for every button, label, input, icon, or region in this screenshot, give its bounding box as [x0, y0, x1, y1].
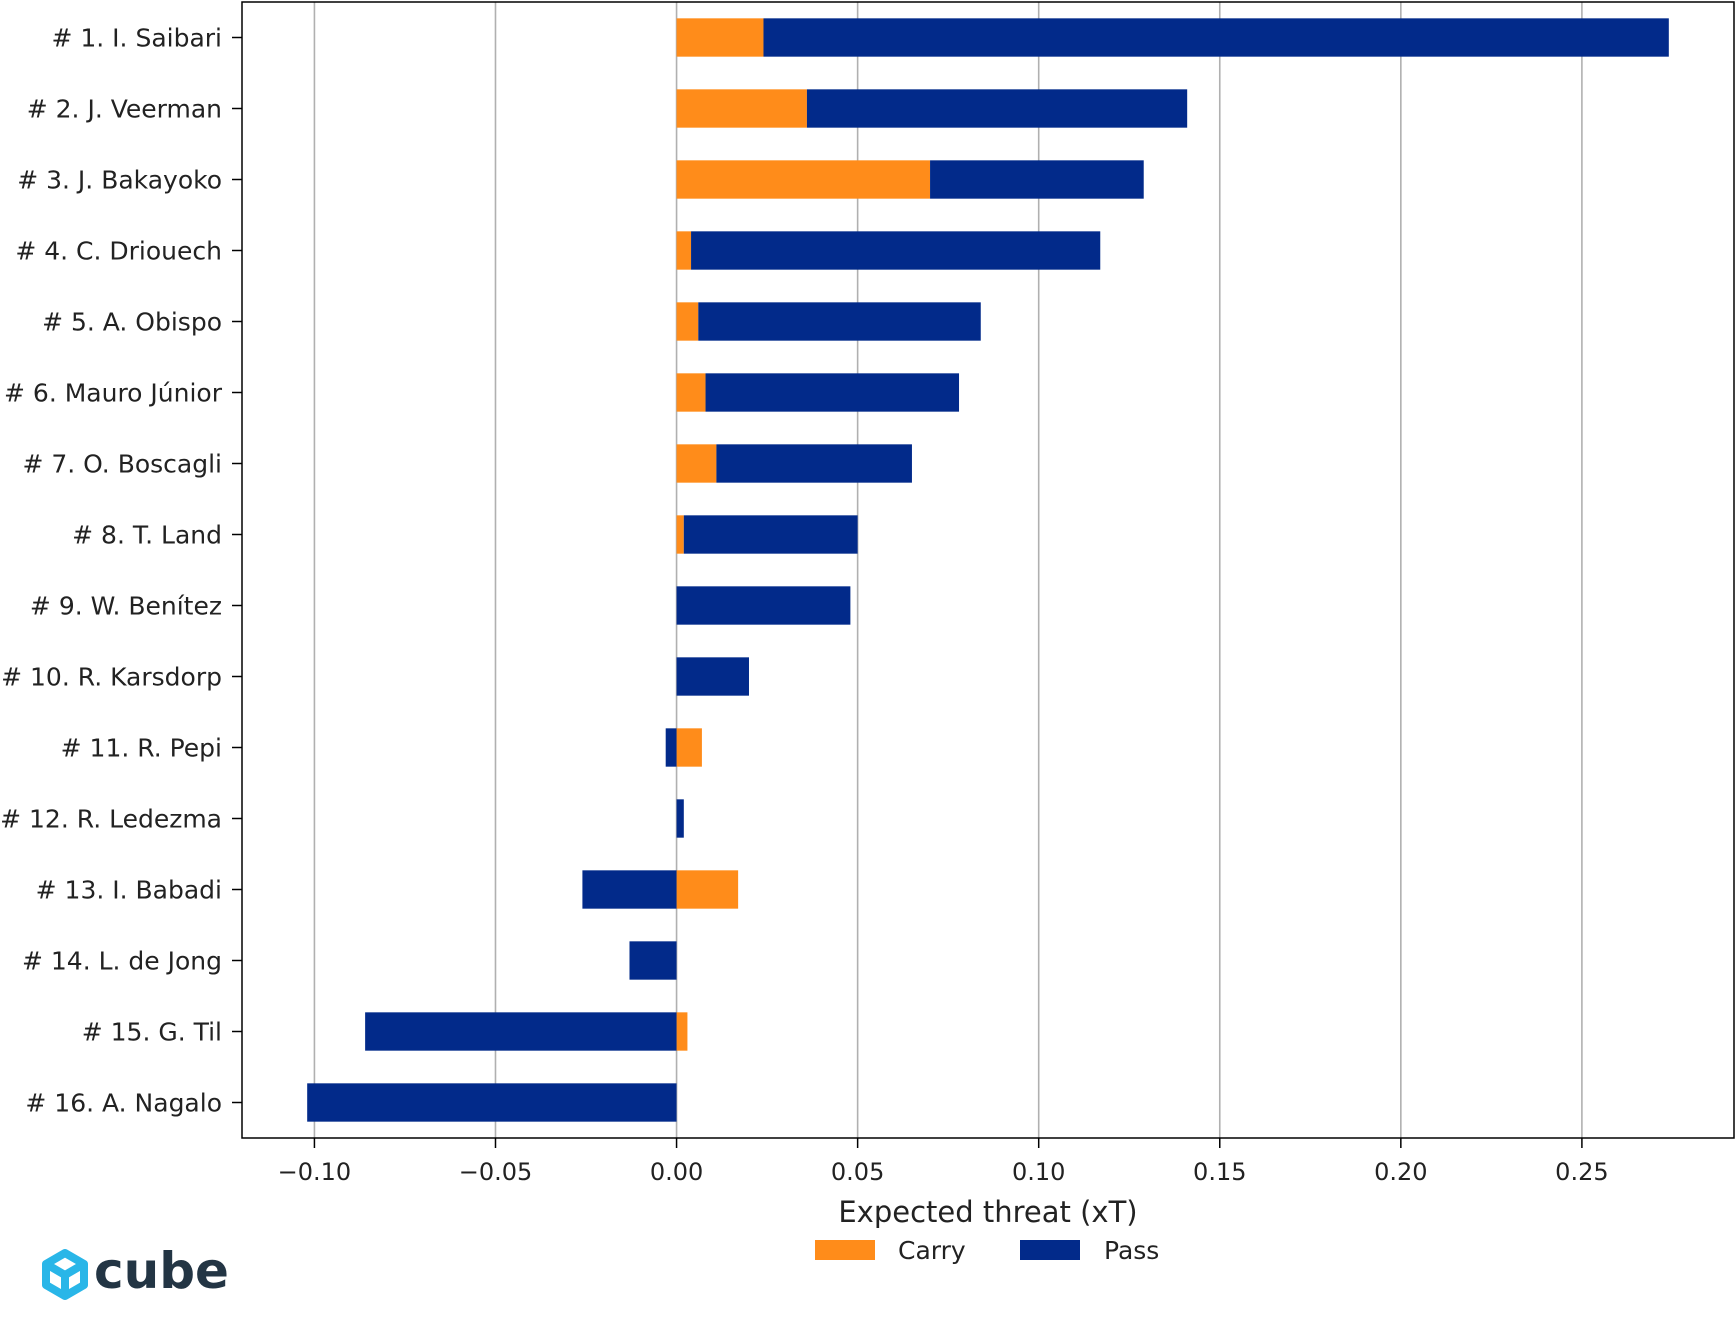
bar-pass-10 [676, 657, 749, 696]
y-tick-label-8: # 8. T. Land [72, 521, 222, 550]
cube-logo-icon [42, 1249, 88, 1300]
bar-pass-9 [676, 586, 851, 625]
x-tick-label-7: 0.25 [1555, 1158, 1608, 1186]
y-tick-label-14: # 14. L. de Jong [22, 947, 222, 976]
bar-carry-6 [676, 373, 706, 412]
bar-carry-4 [676, 231, 692, 270]
y-tick-label-6: # 6. Mauro Júnior [4, 379, 223, 408]
y-tick-label-1: # 1. I. Saibari [51, 24, 222, 53]
bar-pass-3 [930, 160, 1144, 199]
bar-pass-16 [307, 1083, 677, 1122]
bar-pass-6 [705, 373, 960, 412]
bar-carry-5 [676, 302, 699, 341]
y-tick-label-12: # 12. R. Ledezma [0, 805, 222, 834]
bar-carry-2 [676, 89, 807, 128]
bar-pass-11 [665, 728, 677, 767]
x-tick-label-0: −0.10 [278, 1158, 352, 1186]
bar-pass-4 [691, 231, 1101, 270]
y-tick-label-7: # 7. O. Boscagli [22, 450, 222, 479]
legend-label-carry: Carry [898, 1236, 966, 1265]
bar-carry-1 [676, 18, 764, 57]
bar-pass-8 [683, 515, 858, 554]
bar-carry-7 [676, 444, 717, 483]
y-axis-ticks: # 1. I. Saibari # 2. J. Veerman # 3. J. Ba… [0, 24, 242, 1118]
y-tick-label-16: # 16. A. Nagalo [25, 1089, 222, 1118]
x-axis-label: Expected threat (xT) [838, 1195, 1137, 1229]
bar-pass-5 [698, 302, 981, 341]
x-tick-label-5: 0.15 [1193, 1158, 1246, 1186]
y-tick-label-11: # 11. R. Pepi [61, 734, 222, 763]
bar-carry-11 [676, 728, 702, 767]
x-tick-label-3: 0.05 [831, 1158, 884, 1186]
bar-carry-13 [676, 870, 739, 909]
y-tick-label-3: # 3. J. Bakayoko [17, 166, 222, 195]
x-tick-label-4: 0.10 [1012, 1158, 1065, 1186]
x-axis-ticks: −0.10 −0.05 0.00 0.05 0.10 0.15 0.20 0.25 [278, 1138, 1609, 1186]
bar-pass-1 [763, 18, 1669, 57]
cube-logo: cube [42, 1242, 229, 1300]
y-tick-label-5: # 5. A. Obispo [42, 308, 222, 337]
legend-swatch-pass [1020, 1240, 1080, 1260]
plot-frame [241, 1, 1735, 1139]
y-tick-label-15: # 15. G. Til [82, 1018, 222, 1047]
x-tick-label-6: 0.20 [1374, 1158, 1427, 1186]
bar-pass-15 [365, 1012, 677, 1051]
bar-carry-8 [676, 515, 684, 554]
y-tick-label-10: # 10. R. Karsdorp [1, 663, 222, 692]
bar-pass-2 [806, 89, 1188, 128]
bar-pass-13 [582, 870, 677, 909]
bar-carry-15 [676, 1012, 688, 1051]
legend-label-pass: Pass [1104, 1236, 1159, 1265]
y-tick-label-9: # 9. W. Benítez [30, 592, 222, 621]
bar-pass-14 [629, 941, 677, 980]
x-tick-label-1: −0.05 [459, 1158, 533, 1186]
bars [307, 18, 1669, 1122]
bar-pass-12 [676, 799, 684, 838]
y-tick-label-13: # 13. I. Babadi [36, 876, 222, 905]
y-tick-label-4: # 4. C. Driouech [15, 237, 222, 266]
x-tick-label-2: 0.00 [650, 1158, 703, 1186]
logo-text: cube [94, 1242, 229, 1300]
bar-carry-3 [676, 160, 931, 199]
bar-pass-7 [716, 444, 912, 483]
y-tick-label-2: # 2. J. Veerman [27, 95, 222, 124]
legend-swatch-carry [815, 1240, 875, 1260]
legend: Carry Pass [815, 1236, 1159, 1265]
